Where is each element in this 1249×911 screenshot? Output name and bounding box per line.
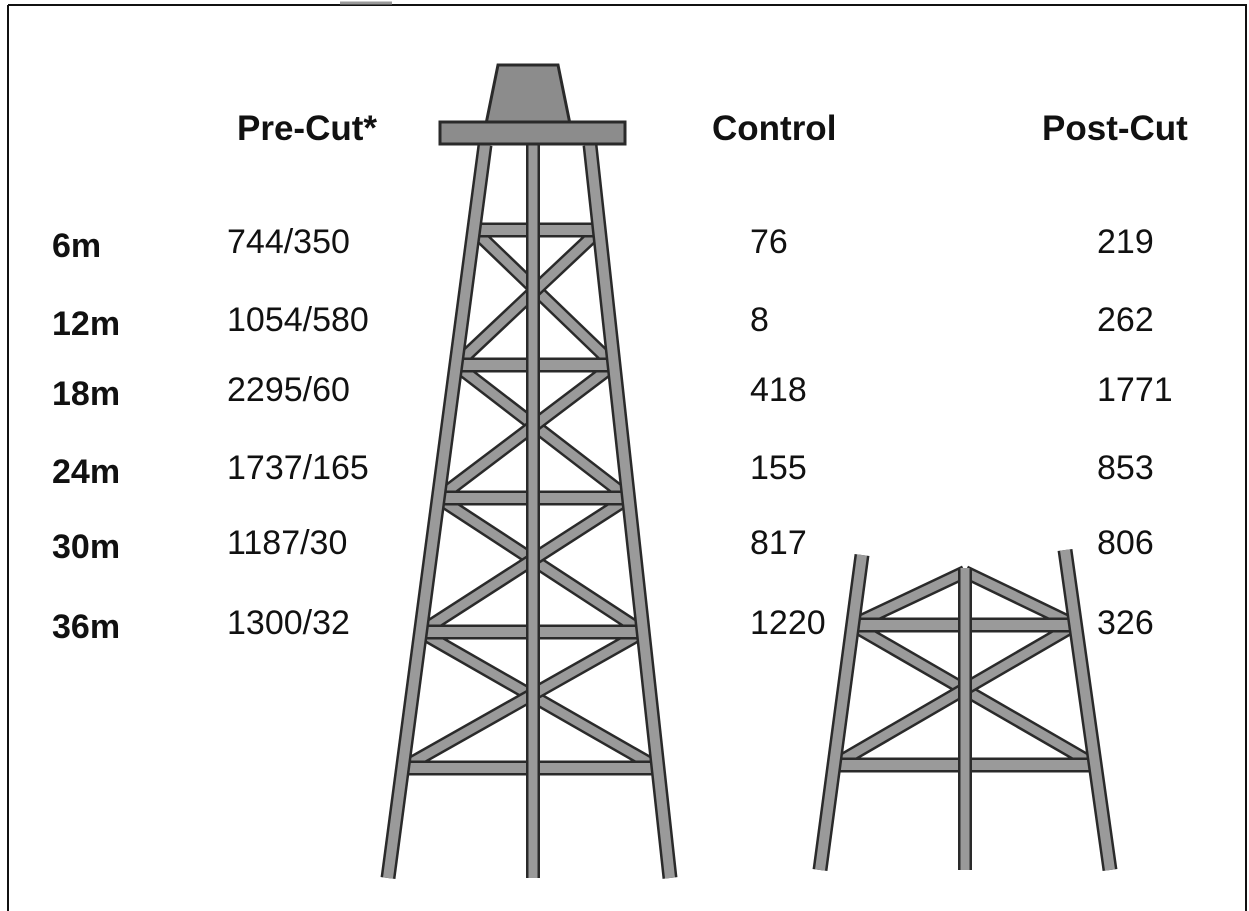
row-label: 30m: [52, 528, 120, 566]
beam: [853, 625, 1095, 765]
column-header: Post-Cut: [1042, 109, 1188, 148]
column-header: Pre-Cut*: [237, 109, 377, 148]
cell-value: 1220: [750, 604, 826, 642]
row-label: 36m: [52, 608, 120, 646]
cell-value: 853: [1097, 449, 1154, 487]
cell-value: 76: [750, 223, 788, 261]
cell-value: 8: [750, 301, 769, 339]
cell-value: 262: [1097, 301, 1154, 339]
cell-value: 326: [1097, 604, 1154, 642]
cell-value: 219: [1097, 223, 1154, 261]
cell-value: 155: [750, 449, 807, 487]
tower-platform: [440, 122, 625, 144]
column-header: Control: [712, 109, 836, 148]
beam: [421, 498, 629, 632]
beam: [834, 625, 1075, 765]
beam: [474, 230, 614, 365]
cell-value: 1187/30: [227, 524, 347, 562]
row-label: 12m: [52, 305, 120, 343]
cell-value: 744/350: [227, 223, 350, 261]
diagram: Pre-Cut* Control Post-Cut 6m 744/350 76 219 12m…: [0, 0, 1249, 911]
cell-value: 806: [1097, 524, 1154, 562]
row-label: 6m: [52, 227, 101, 265]
beam: [456, 365, 629, 498]
row-label: 24m: [52, 453, 120, 491]
beam: [1065, 550, 1110, 870]
cell-value: 817: [750, 524, 807, 562]
beam: [403, 632, 644, 768]
beam: [820, 555, 862, 870]
cell-value: 418: [750, 371, 807, 409]
cell-value: 1300/32: [227, 604, 350, 642]
cell-value: 2295/60: [227, 371, 350, 409]
cell-value: 1771: [1097, 371, 1173, 409]
beam: [853, 572, 965, 625]
tower-cap: [486, 65, 570, 124]
beam: [438, 498, 643, 632]
towers: [388, 65, 1110, 878]
row-label: 18m: [52, 375, 120, 413]
page: {"headers": ["Pre-Cut*", "Control", "Pos…: [0, 0, 1249, 911]
beam: [965, 572, 1075, 625]
cell-value: 1737/165: [227, 449, 369, 487]
cell-value: 1054/580: [227, 301, 369, 339]
